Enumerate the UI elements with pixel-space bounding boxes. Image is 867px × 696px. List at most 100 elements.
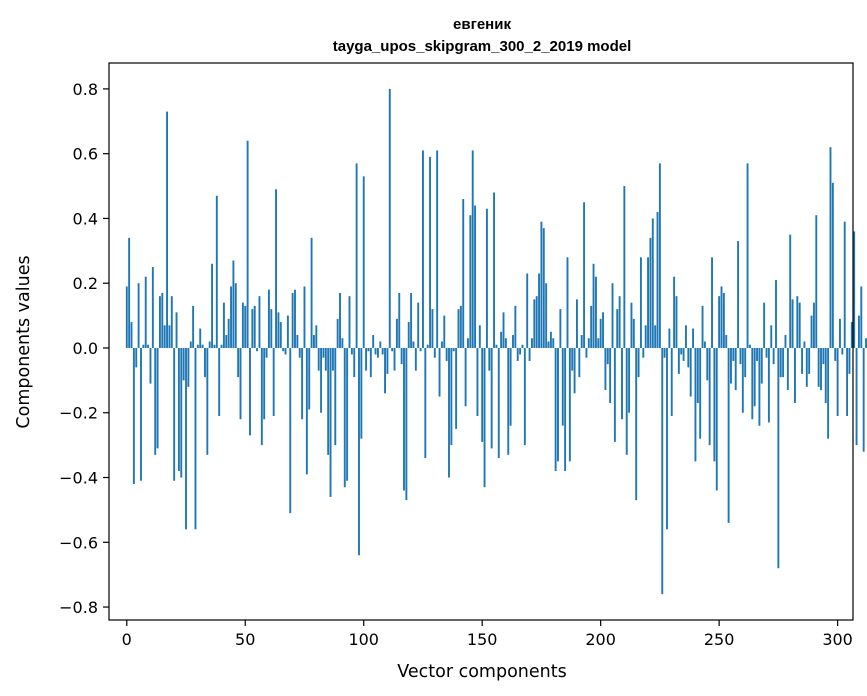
bar-223 <box>654 325 657 348</box>
bar-76 <box>305 347 308 475</box>
bar-311 <box>862 347 865 452</box>
bar-178 <box>547 341 550 348</box>
bar-22 <box>177 347 180 472</box>
bar-64 <box>277 312 280 348</box>
bar-75 <box>303 286 306 348</box>
bar-70 <box>291 292 294 348</box>
bar-272 <box>770 325 773 348</box>
y-tick-label: 0.4 <box>73 209 98 228</box>
bar-189 <box>573 347 576 394</box>
y-tick-label: −0.4 <box>59 469 98 488</box>
bar-309 <box>857 315 860 348</box>
bar-17 <box>166 111 168 348</box>
bar-160 <box>504 338 507 348</box>
bar-124 <box>419 347 422 352</box>
bar-158 <box>500 331 503 348</box>
bar-206 <box>613 347 616 442</box>
bar-65 <box>279 322 282 348</box>
bar-50 <box>244 305 247 348</box>
bar-68 <box>286 315 289 348</box>
bar-214 <box>632 318 635 348</box>
bar-111 <box>388 88 391 348</box>
bar-95 <box>350 347 353 355</box>
bar-148 <box>476 347 479 416</box>
bar-179 <box>549 331 552 348</box>
bar-231 <box>673 276 676 348</box>
bar-301 <box>839 318 841 348</box>
bar-257 <box>734 347 737 391</box>
bar-256 <box>732 347 735 361</box>
bar-279 <box>786 347 789 391</box>
bar-297 <box>829 147 832 348</box>
bar-275 <box>777 347 780 569</box>
bar-262 <box>746 163 749 348</box>
bar-143 <box>464 347 467 407</box>
bar-175 <box>540 221 543 348</box>
bar-138 <box>452 347 455 352</box>
bar-248 <box>713 347 716 462</box>
bar-48 <box>239 347 242 420</box>
bar-31 <box>199 328 202 348</box>
bar-27 <box>189 341 192 348</box>
bar-274 <box>775 279 777 348</box>
bar-74 <box>301 347 304 420</box>
bar-185 <box>564 347 567 472</box>
bar-166 <box>519 347 522 355</box>
bar-4 <box>135 347 138 368</box>
bar-217 <box>639 257 642 348</box>
bar-18 <box>168 325 171 348</box>
bar-304 <box>846 347 849 416</box>
bar-252 <box>722 292 725 348</box>
bar-237 <box>687 347 690 368</box>
bar-32 <box>201 344 204 348</box>
bar-254 <box>727 347 730 523</box>
bar-157 <box>497 347 500 459</box>
bar-147 <box>474 205 477 348</box>
bar-250 <box>718 296 721 348</box>
x-tick-label: 250 <box>704 630 735 649</box>
bar-11 <box>151 267 154 348</box>
bar-30 <box>196 344 199 348</box>
bar-283 <box>796 296 799 348</box>
bar-37 <box>213 344 216 348</box>
bar-201 <box>602 312 604 348</box>
bar-21 <box>175 312 178 348</box>
bar-220 <box>647 257 649 348</box>
bar-282 <box>794 347 796 404</box>
bar-280 <box>789 234 792 348</box>
bar-59 <box>265 347 268 358</box>
bar-102 <box>367 347 370 352</box>
bar-300 <box>836 347 839 416</box>
bar-6 <box>140 347 142 481</box>
bar-211 <box>625 347 628 455</box>
bar-57 <box>260 347 263 446</box>
bar-242 <box>699 347 702 439</box>
bar-236 <box>685 325 687 348</box>
bar-286 <box>803 341 806 348</box>
bar-154 <box>490 347 493 449</box>
bar-308 <box>855 347 858 446</box>
bar-156 <box>495 344 498 348</box>
bar-54 <box>253 305 256 348</box>
bar-91 <box>341 338 344 348</box>
bar-161 <box>507 347 510 455</box>
bar-165 <box>516 347 519 361</box>
bar-176 <box>542 228 545 348</box>
bar-186 <box>566 257 569 348</box>
x-tick-label: 100 <box>348 630 379 649</box>
bar-60 <box>267 289 270 348</box>
bar-110 <box>386 347 389 374</box>
bar-83 <box>322 347 325 358</box>
bar-204 <box>609 347 612 404</box>
bar-174 <box>538 273 540 348</box>
bar-29 <box>194 347 197 530</box>
y-tick-label: 0.8 <box>73 80 98 99</box>
bar-191 <box>578 347 581 378</box>
bar-249 <box>715 347 718 491</box>
bar-28 <box>192 305 195 348</box>
bar-49 <box>241 302 244 348</box>
bar-190 <box>576 299 578 348</box>
bar-63 <box>275 189 277 348</box>
bar-56 <box>258 296 261 348</box>
bar-61 <box>270 309 273 348</box>
